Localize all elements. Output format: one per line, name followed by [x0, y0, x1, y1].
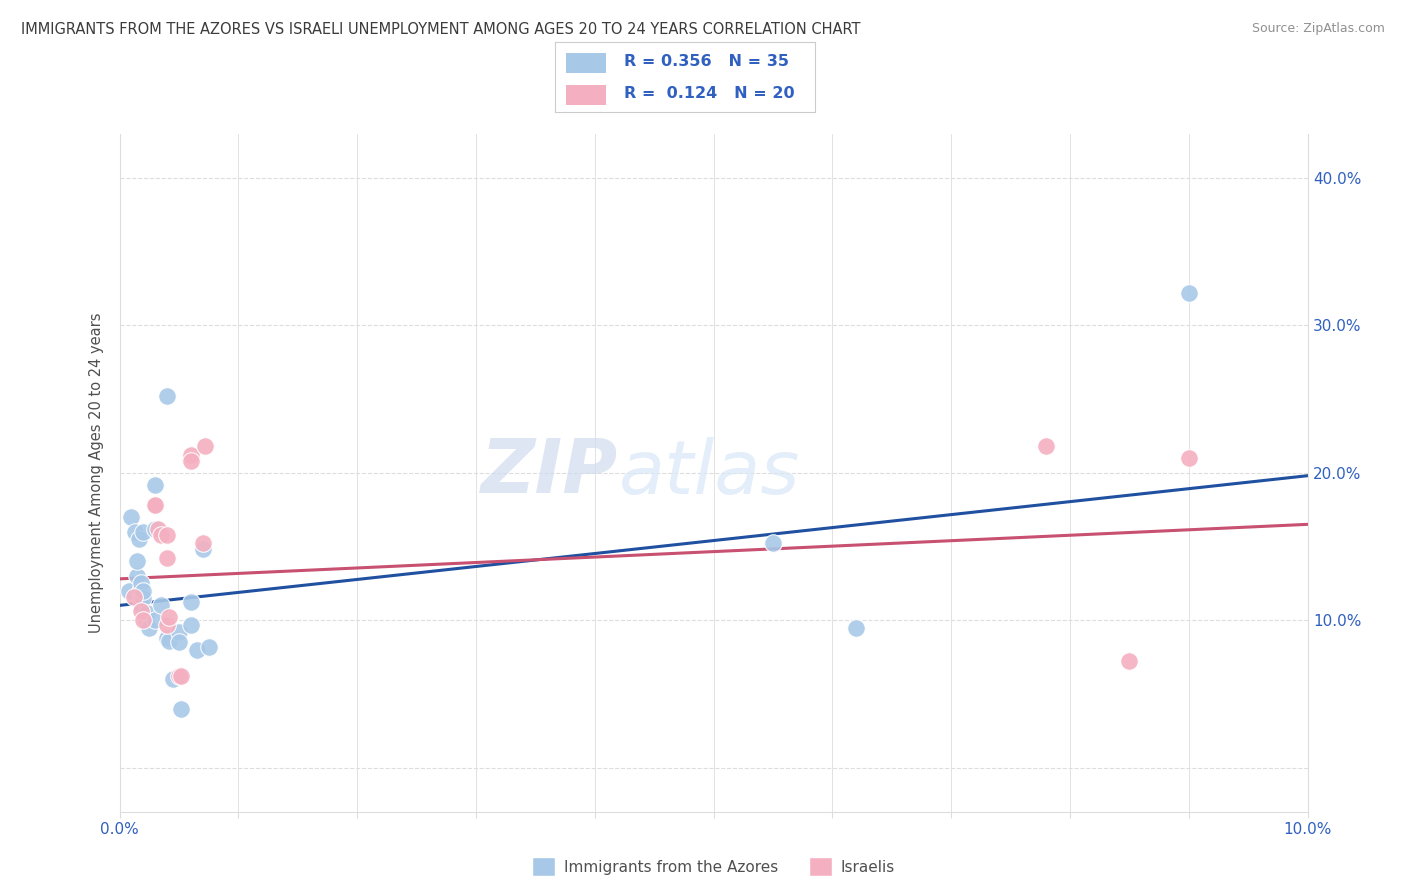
Point [170, 669, 193, 683]
Point [124, 524, 146, 539]
Point [150, 599, 173, 613]
Point [167, 669, 190, 683]
Point [150, 527, 173, 541]
Point [156, 631, 179, 645]
Point [170, 701, 193, 715]
Point [191, 536, 214, 550]
Point [143, 498, 166, 512]
Point [129, 576, 152, 591]
Point [197, 640, 219, 654]
Text: ZIP: ZIP [481, 436, 619, 509]
Point [1118, 654, 1140, 668]
Point [156, 527, 179, 541]
Text: IMMIGRANTS FROM THE AZORES VS ISRAELI UNEMPLOYMENT AMONG AGES 20 TO 24 YEARS COR: IMMIGRANTS FROM THE AZORES VS ISRAELI UN… [21, 22, 860, 37]
Point [132, 613, 155, 627]
Point [132, 524, 155, 539]
Point [135, 606, 157, 620]
Point [143, 613, 166, 627]
Point [128, 583, 150, 598]
Text: atlas: atlas [619, 437, 800, 508]
Point [127, 569, 149, 583]
Point [122, 590, 145, 604]
Point [180, 617, 202, 632]
Point [132, 583, 155, 598]
Point [129, 599, 152, 613]
Point [156, 551, 179, 566]
Y-axis label: Unemployment Among Ages 20 to 24 years: Unemployment Among Ages 20 to 24 years [89, 312, 104, 633]
Point [167, 624, 190, 639]
Point [120, 510, 142, 524]
Point [146, 522, 169, 536]
Bar [565, 53, 606, 72]
Point [156, 389, 179, 403]
Point [762, 536, 785, 550]
Point [129, 604, 152, 618]
Text: Source: ZipAtlas.com: Source: ZipAtlas.com [1251, 22, 1385, 36]
Point [157, 633, 180, 648]
Point [186, 642, 208, 657]
Point [180, 448, 202, 462]
Point [180, 454, 202, 468]
Point [143, 477, 166, 491]
Text: R = 0.356   N = 35: R = 0.356 N = 35 [624, 54, 789, 69]
Point [194, 439, 217, 453]
Point [845, 620, 868, 634]
Point [156, 617, 179, 632]
Point [143, 522, 166, 536]
Legend: Immigrants from the Azores, Israelis: Immigrants from the Azores, Israelis [526, 851, 901, 882]
Point [157, 610, 180, 624]
Point [167, 635, 190, 649]
Point [180, 595, 202, 609]
Point [138, 620, 160, 634]
Point [143, 498, 166, 512]
Point [191, 542, 214, 557]
Point [128, 532, 150, 546]
Point [135, 613, 157, 627]
Point [129, 591, 152, 605]
Point [118, 583, 141, 598]
Text: R =  0.124   N = 20: R = 0.124 N = 20 [624, 86, 794, 101]
Point [1035, 439, 1057, 453]
Point [127, 554, 149, 568]
Point [162, 672, 184, 686]
Bar [565, 85, 606, 104]
Point [1178, 285, 1201, 300]
Point [1178, 450, 1201, 465]
Point [132, 591, 155, 605]
